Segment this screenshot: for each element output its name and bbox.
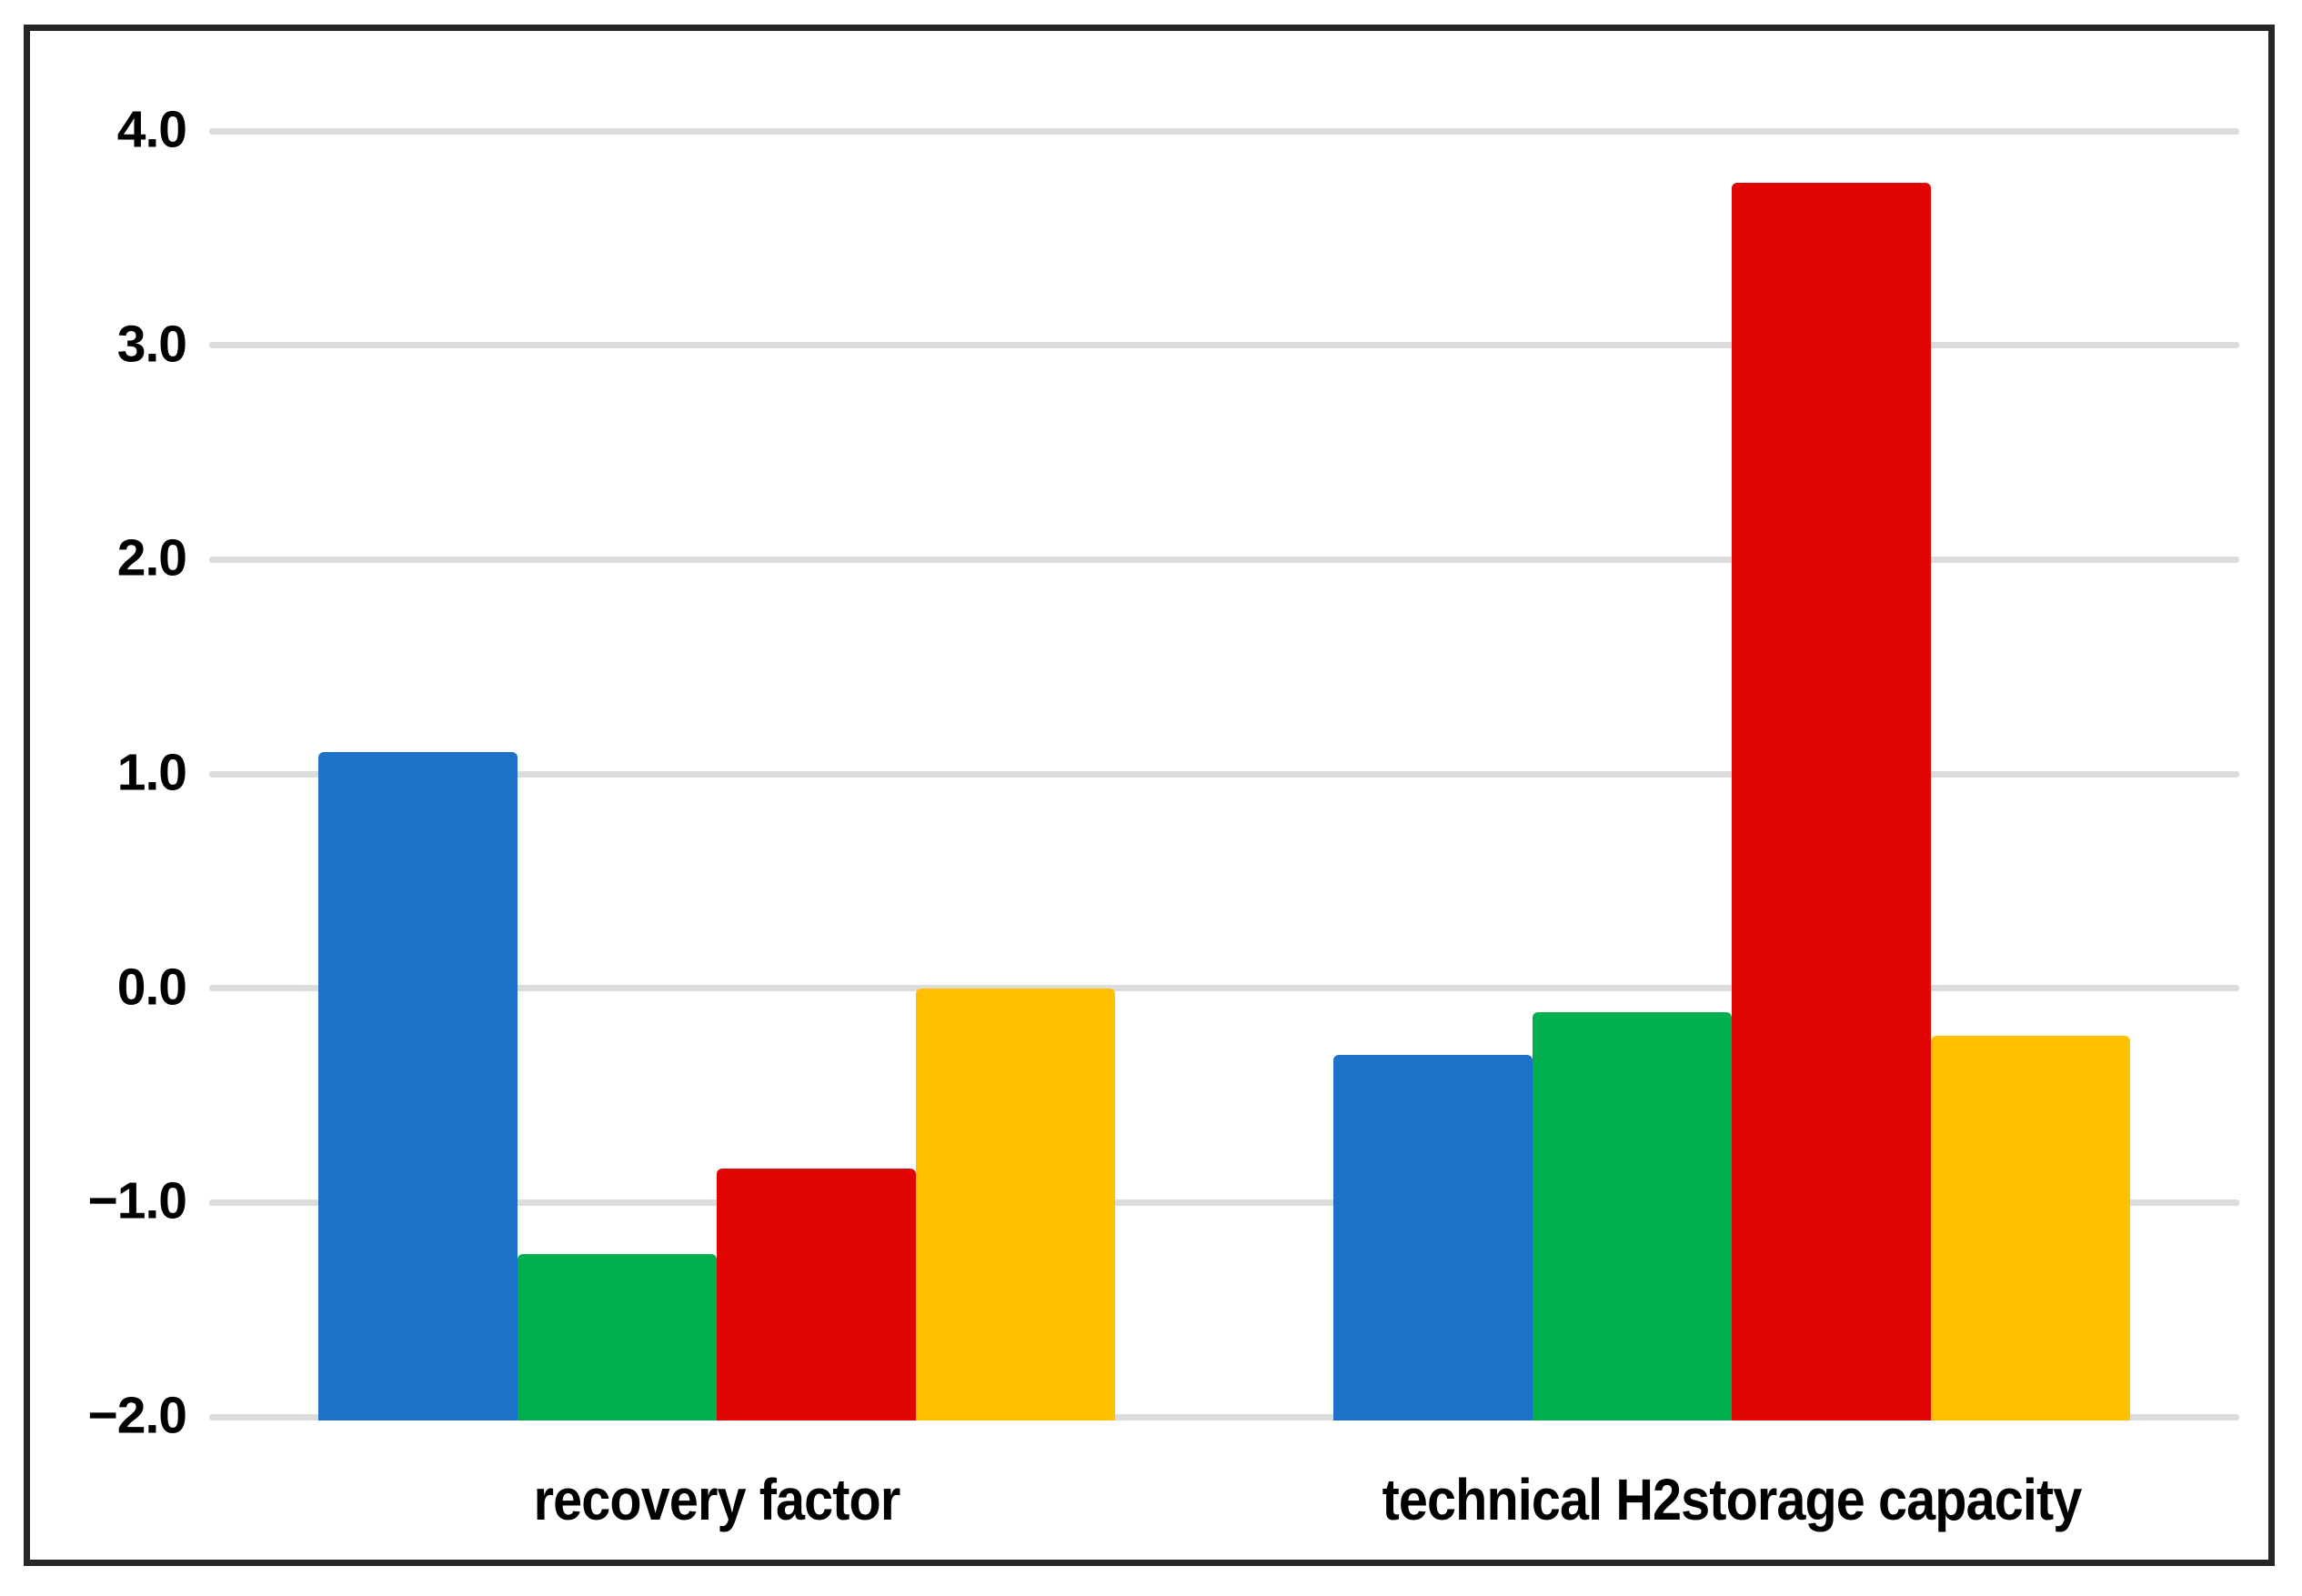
gridline-1	[209, 770, 2239, 778]
category-label-recovery-factor: recovery factor	[533, 1467, 901, 1532]
y-tick-label-0: 0.0	[116, 958, 187, 1017]
bar-blue-category-0	[318, 752, 518, 1420]
gridline-0	[209, 985, 2239, 992]
bar-yellow-category-0	[916, 988, 1115, 1420]
gridline--1	[209, 1199, 2239, 1206]
bar-blue-category-1	[1333, 1054, 1533, 1420]
bar-yellow-category-1	[1931, 1035, 2130, 1420]
y-tick-label--2: −2.0	[87, 1386, 187, 1445]
bar-green-category-1	[1533, 1011, 1732, 1420]
figure-border	[24, 25, 2275, 1566]
y-tick-label--1: −1.0	[87, 1172, 187, 1231]
bar-red-category-1	[1732, 182, 1931, 1420]
bar-green-category-0	[518, 1253, 717, 1420]
category-label-technical-h2-storage-capacity: technical H2storage capacity	[1382, 1467, 2083, 1532]
y-tick-label-2: 2.0	[116, 529, 187, 588]
y-tick-label-1: 1.0	[116, 743, 187, 802]
gridline-3	[209, 342, 2239, 349]
y-tick-label-4: 4.0	[116, 100, 187, 159]
bar-red-category-0	[717, 1168, 916, 1420]
y-tick-label-3: 3.0	[116, 315, 187, 374]
gridline-4	[209, 127, 2239, 135]
gridline-2	[209, 556, 2239, 563]
gridline--2	[209, 1413, 2239, 1420]
